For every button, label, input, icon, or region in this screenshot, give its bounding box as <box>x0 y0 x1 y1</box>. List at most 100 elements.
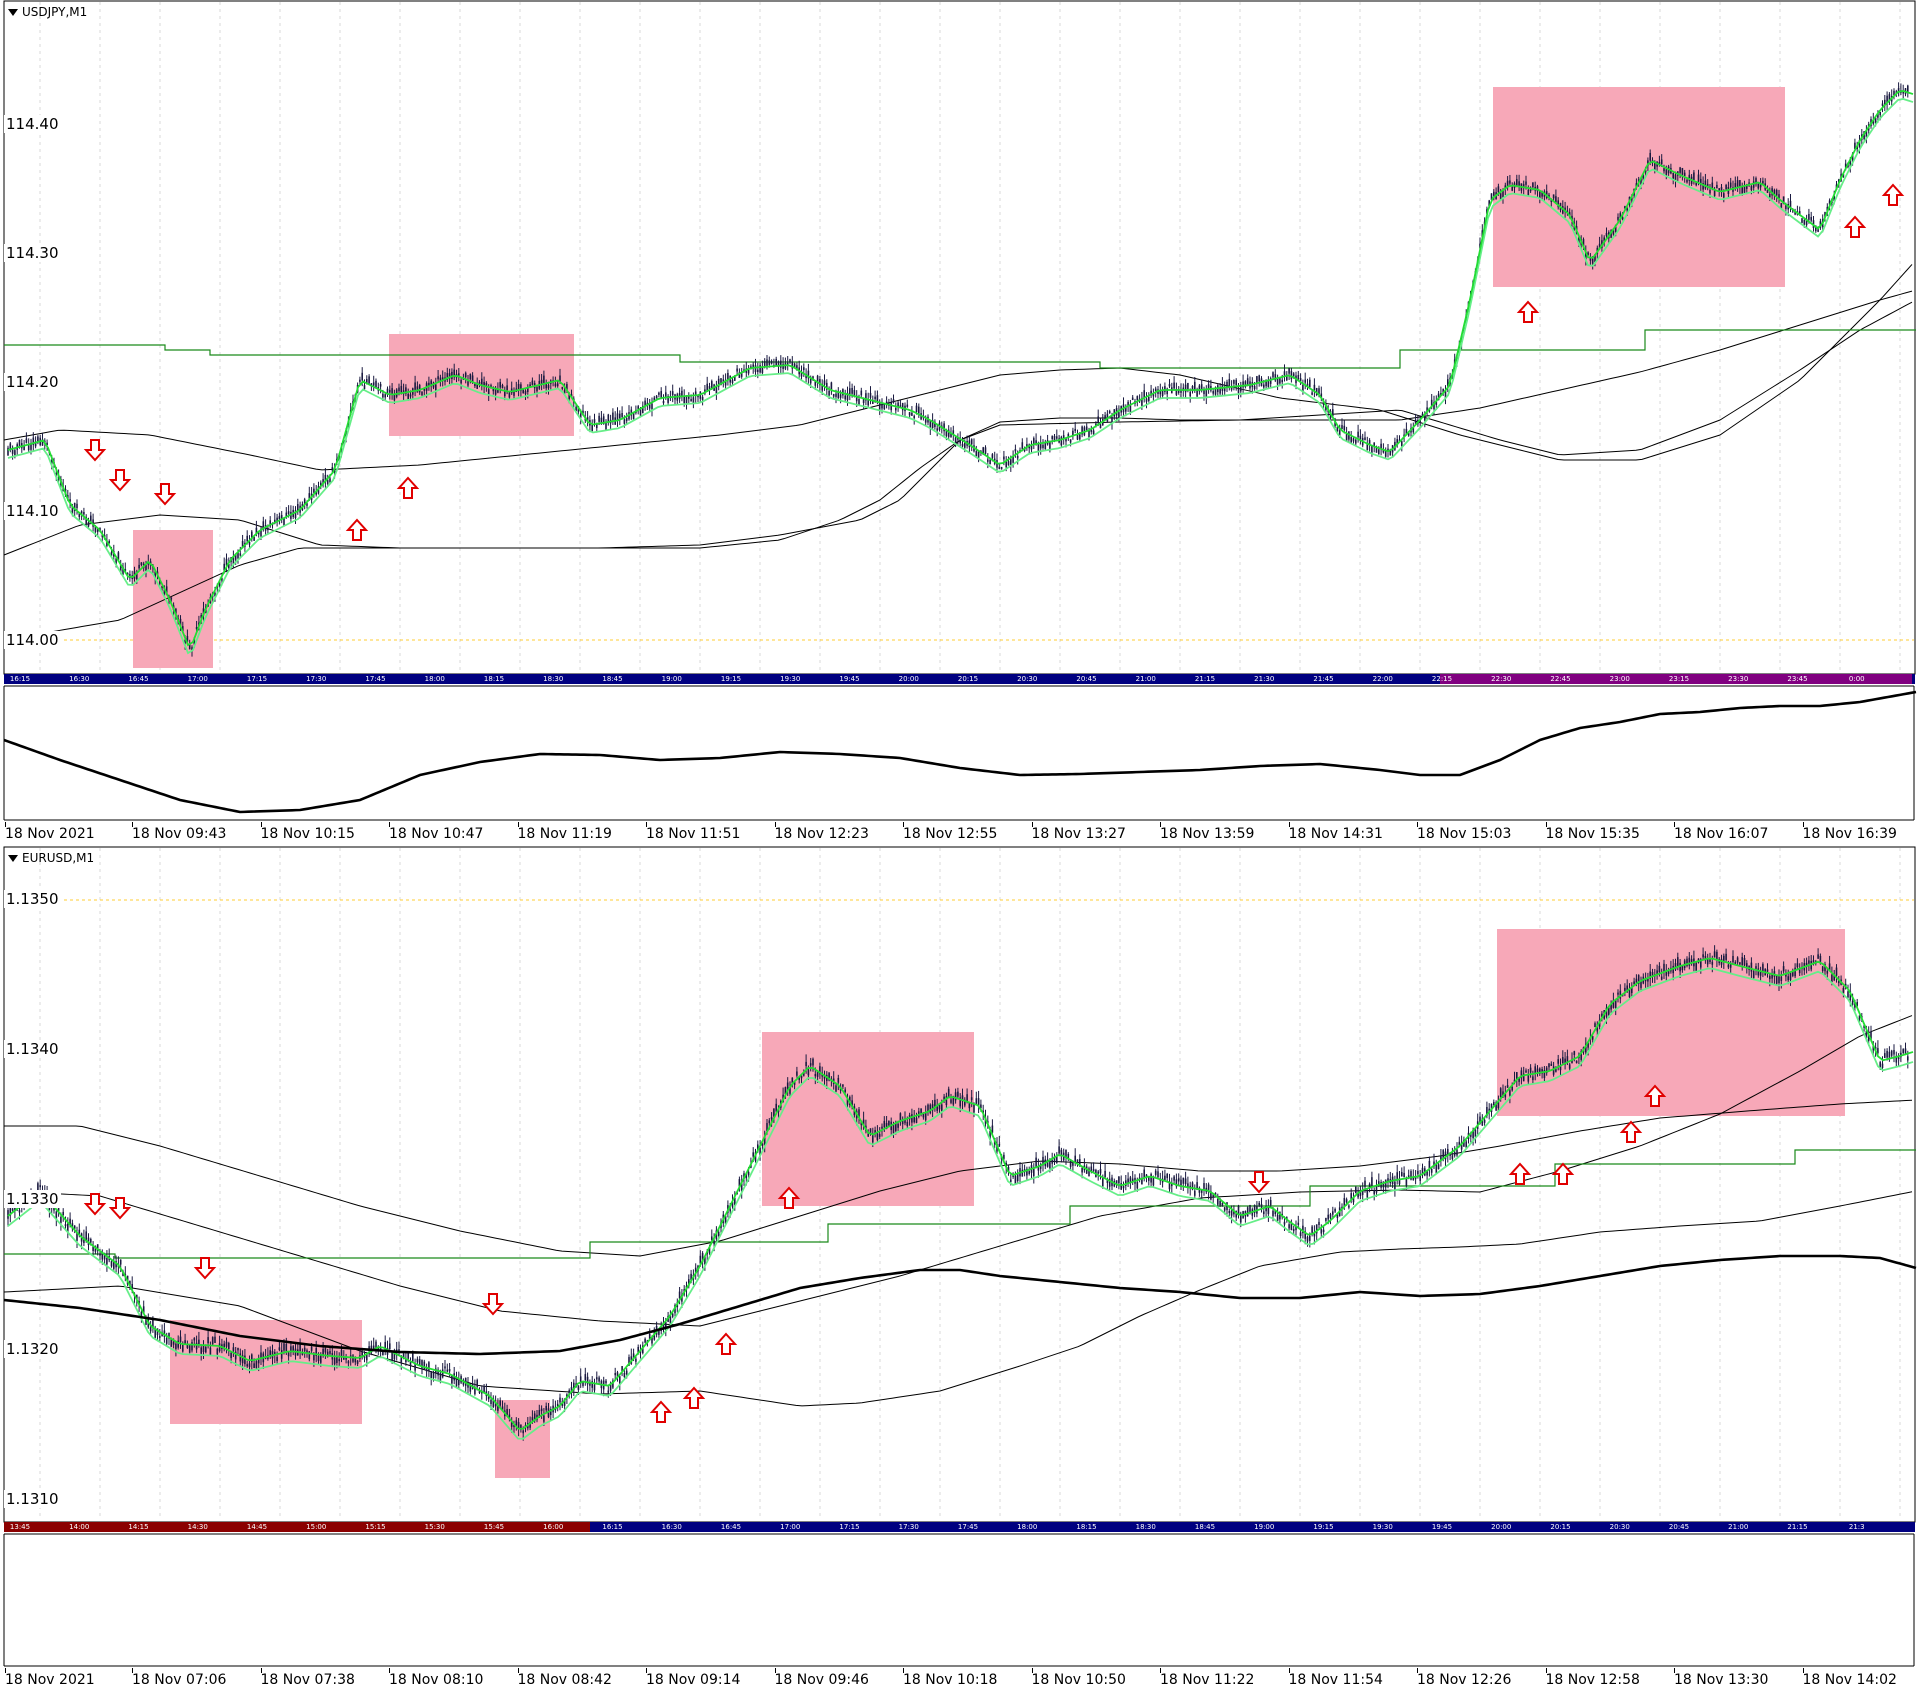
candle-body <box>428 382 430 387</box>
time-band-label: 21:00 <box>1135 675 1156 683</box>
candle-body <box>1382 1181 1385 1188</box>
candle-body <box>1881 1063 1884 1068</box>
candle-body <box>665 1322 667 1331</box>
candle-body <box>1663 168 1665 172</box>
candle-body <box>1079 1158 1081 1166</box>
candle-body <box>1888 94 1891 101</box>
candle-body <box>694 1267 697 1274</box>
candle-body <box>731 379 734 383</box>
candle-body <box>1711 961 1714 965</box>
candle-body <box>970 1097 973 1101</box>
candle-body <box>1640 981 1642 988</box>
candle-body <box>418 384 421 393</box>
candle-body <box>1842 174 1845 177</box>
candle-body <box>368 376 370 384</box>
candle-body <box>1769 193 1771 198</box>
eurusd-symbol-label[interactable]: EURUSD,M1 <box>8 851 94 865</box>
candle-body <box>191 1342 193 1351</box>
candle-body <box>1870 1031 1872 1040</box>
candle-body <box>1587 252 1589 255</box>
time-axis-tick <box>1417 822 1418 827</box>
candle-body <box>582 410 584 414</box>
candle-body <box>715 385 718 394</box>
candle-body <box>106 1258 108 1265</box>
candle-body <box>384 394 386 398</box>
candle-body <box>487 389 490 395</box>
candle-body <box>1729 963 1732 968</box>
candle-body <box>688 1279 690 1287</box>
candle-body <box>379 384 382 387</box>
candle-body <box>1194 381 1196 390</box>
usdjpy-symbol-label[interactable]: USDJPY,M1 <box>8 5 87 19</box>
candle-body <box>1702 954 1704 958</box>
candle-body <box>414 382 416 390</box>
candle-body <box>1757 968 1760 976</box>
candle-body <box>819 1066 821 1075</box>
candle-body <box>573 1382 575 1391</box>
candle-body <box>1102 1178 1104 1187</box>
candle-body <box>1311 392 1313 395</box>
time-band-label: 23:00 <box>1609 675 1630 683</box>
eurusd-price-chart[interactable] <box>0 846 1920 1690</box>
candle-body <box>366 379 368 384</box>
candle-body <box>1286 374 1288 381</box>
candle-body <box>326 479 329 484</box>
eurusd-chart-panel[interactable]: EURUSD,M1 1.1350 1.1340 1.1330 1.1320 1.… <box>0 846 1920 1690</box>
time-band-session <box>1440 674 1912 684</box>
candle-body <box>437 1369 439 1376</box>
candle-body <box>1136 396 1139 401</box>
candle-body <box>83 1237 85 1243</box>
candle-body <box>938 1104 941 1110</box>
candle-body <box>278 516 281 519</box>
candle-body <box>1516 179 1518 186</box>
usdjpy-price-chart[interactable] <box>0 0 1920 846</box>
candle-body <box>607 1390 610 1393</box>
candle-body <box>32 437 35 445</box>
candle-body <box>156 1328 159 1336</box>
candle-body <box>211 1337 214 1345</box>
candle-body <box>869 392 872 398</box>
candle-body <box>1127 1178 1129 1184</box>
candle-body <box>1207 1184 1210 1192</box>
candle-body <box>1315 1224 1318 1234</box>
candle-body <box>713 1240 715 1245</box>
candle-body <box>1203 389 1205 395</box>
candle-body <box>382 1350 384 1356</box>
collapse-triangle-icon[interactable] <box>8 855 18 862</box>
candle-body <box>1143 390 1145 399</box>
candle-body <box>1378 1181 1380 1185</box>
candle-body <box>1534 1066 1536 1074</box>
time-band-label: 14:15 <box>128 1523 149 1531</box>
candle-body <box>1037 1165 1040 1171</box>
candle-body <box>968 1102 971 1109</box>
candle-body <box>165 586 168 594</box>
candle-body <box>1619 213 1622 220</box>
candle-body <box>1743 958 1746 966</box>
time-band-label: 23:30 <box>1728 675 1749 683</box>
candle-body <box>1336 427 1339 432</box>
candle-body <box>692 397 695 404</box>
candle-body <box>347 1361 350 1364</box>
candle-body <box>1654 162 1656 171</box>
candle-body <box>1359 435 1362 440</box>
candle-body <box>1706 183 1709 187</box>
candle-body <box>234 553 237 560</box>
candle-body <box>1414 1176 1417 1180</box>
candle-body <box>1026 1168 1028 1176</box>
candle-body <box>1548 194 1550 198</box>
usdjpy-chart-panel[interactable]: USDJPY,M1 114.40 114.30 114.20 114.10 11… <box>0 0 1920 846</box>
price-label: 114.00 <box>4 631 61 649</box>
candle-body <box>1088 430 1090 438</box>
collapse-triangle-icon[interactable] <box>8 9 18 16</box>
candle-body <box>653 1331 656 1340</box>
candle-body <box>1141 398 1143 406</box>
candle-body <box>616 1372 619 1378</box>
candle-body <box>1792 970 1794 976</box>
candle-body <box>237 551 239 559</box>
candle-body <box>400 385 403 393</box>
candle-body <box>543 375 545 383</box>
candle-body <box>87 522 90 527</box>
buy-arrow-icon <box>1881 183 1905 206</box>
candle-body <box>352 1355 354 1362</box>
candle-body <box>586 1376 589 1385</box>
